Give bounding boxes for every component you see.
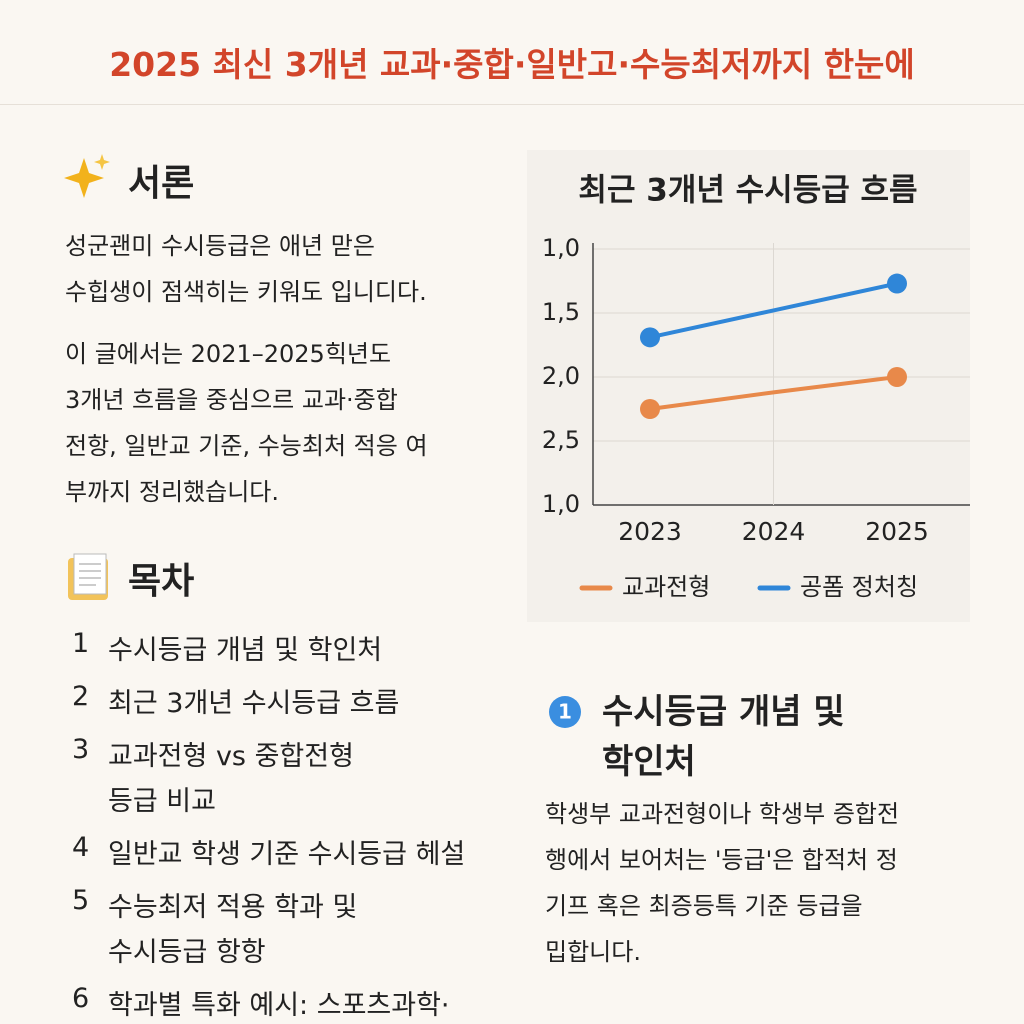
x-tick-label: 2023 <box>618 517 682 546</box>
toc-item: 수시등급 항항 <box>108 937 266 968</box>
toc-item: 최근 3개년 수시등급 흐름 <box>108 688 400 719</box>
document-icon <box>68 553 108 600</box>
subtitle: 2025 최신 3개년 교과·중합·일반고·수능최저까지 한눈에 <box>109 45 915 84</box>
toc-number: 5 <box>72 885 90 916</box>
y-tick-label: 1,0 <box>542 234 580 262</box>
chart-title: 최근 3개년 수시등급 흐름 <box>578 173 917 209</box>
legend-label: 교과전형 <box>622 573 710 601</box>
section-heading: 학인처 <box>602 742 696 782</box>
data-point <box>640 399 660 419</box>
intro-text: 수힙생이 점색히는 키워도 입니디다. <box>65 278 427 306</box>
toc-number: 3 <box>72 734 90 765</box>
section-number: 1 <box>558 700 572 724</box>
data-point <box>887 273 907 294</box>
x-tick-label: 2025 <box>865 517 929 546</box>
y-tick-label: 2,0 <box>542 362 580 390</box>
y-tick-label: 2,5 <box>542 426 580 454</box>
intro-text: 부까지 정리했습니다. <box>65 478 279 506</box>
section-text: 행에서 보어처는 '등급'은 합적처 정 <box>545 846 898 874</box>
intro-text: 이 글에서는 2021–2025힉년도 <box>65 340 392 368</box>
y-tick-label: 1,0 <box>542 490 580 518</box>
toc-number: 4 <box>72 832 90 863</box>
toc-item: 교과전형 vs 중합전형 <box>108 741 354 772</box>
toc-item: 일반교 학생 기준 수시등급 헤설 <box>108 839 466 870</box>
toc-heading: 목차 <box>128 561 195 602</box>
section-text: 기프 혹은 최증등특 기준 등급을 <box>545 892 863 920</box>
divider <box>0 104 1024 105</box>
intro-heading: 서론 <box>128 163 195 204</box>
series-line <box>648 375 899 411</box>
intro-text: 전항, 일반교 기준, 수능최처 적응 여 <box>65 432 428 460</box>
section-text: 밉합니다. <box>545 938 641 966</box>
chart: 최근 3개년 수시등급 흐름 1,0 1,5 2,0 2,5 1,0 2023 2024 20… <box>542 173 970 601</box>
legend-label: 공폼 정처칭 <box>800 573 918 601</box>
toc-item: 수시등급 개념 및 학인처 <box>108 635 383 666</box>
toc-number: 2 <box>72 681 90 712</box>
y-tick-label: 1,5 <box>542 298 580 326</box>
intro-text: 성군괜미 수시등급은 애년 맏은 <box>65 232 375 260</box>
toc-number: 1 <box>72 628 90 659</box>
x-tick-label: 2024 <box>742 517 806 546</box>
intro-text: 3개년 흐름을 중심으르 교과·중합 <box>65 386 398 414</box>
section-heading: 수시등급 개념 및 <box>602 692 845 732</box>
toc-item: 등급 비교 <box>108 786 216 817</box>
sparkle-icon <box>64 154 110 198</box>
data-point <box>640 327 660 348</box>
series-line <box>648 281 899 340</box>
section-text: 학생부 교과전형이나 학생부 증합전 <box>545 800 900 828</box>
toc-number: 6 <box>72 983 90 1014</box>
data-point <box>887 367 907 387</box>
toc-item: 학과별 특화 예시: 스포츠과학· <box>108 990 450 1021</box>
section-badge: 1 <box>549 696 581 728</box>
toc-item: 수능최저 적용 학과 및 <box>108 892 358 923</box>
